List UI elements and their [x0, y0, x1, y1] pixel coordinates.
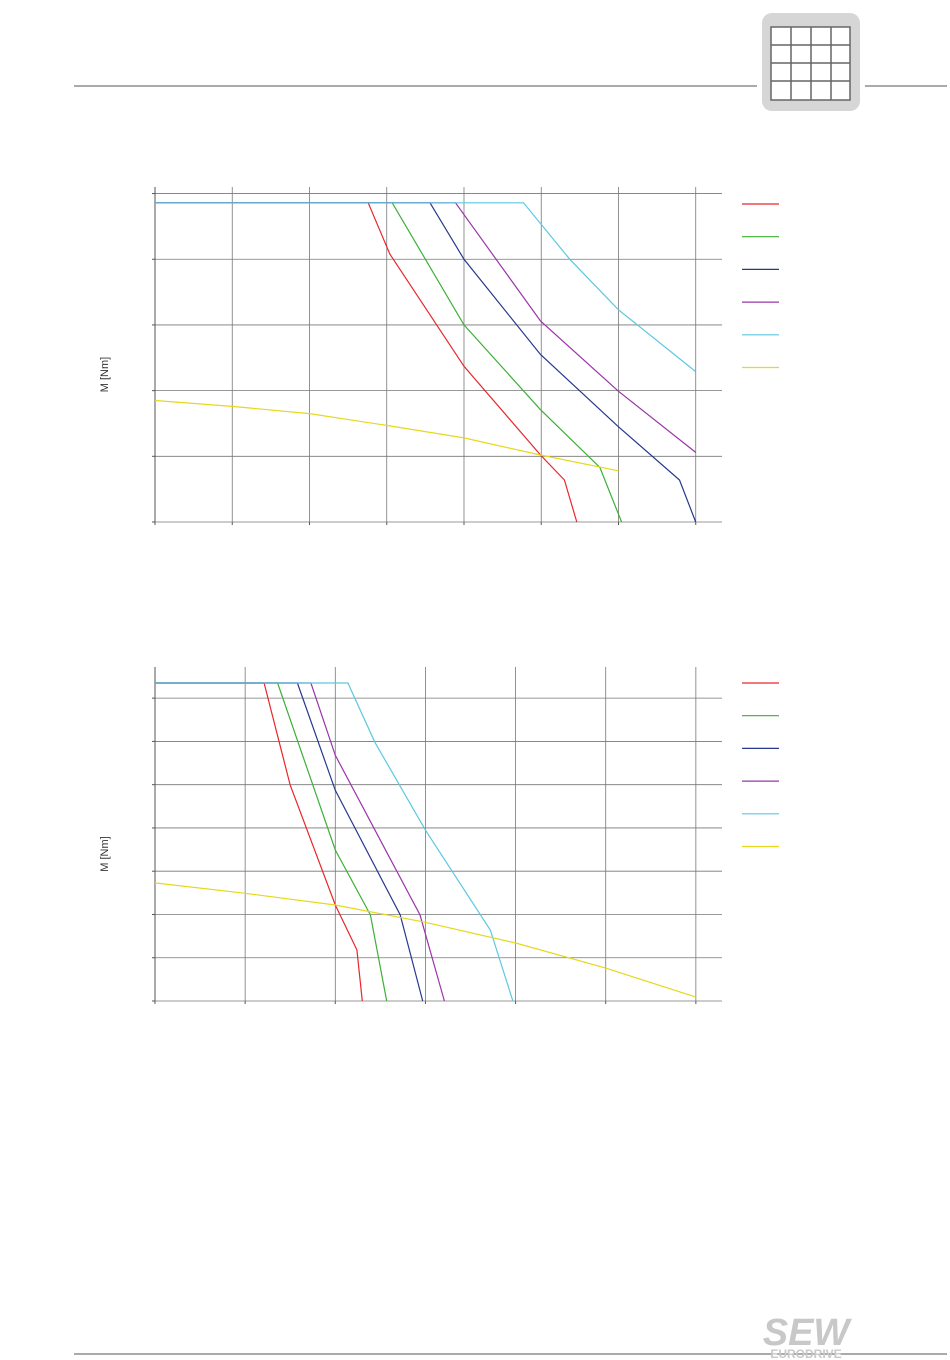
- logo-sub: EURODRIVE: [770, 1347, 841, 1360]
- curve: [155, 682, 514, 1002]
- curve: [155, 202, 697, 453]
- logo: SEW: [763, 1312, 853, 1354]
- y-axis-label: M [Nm]: [99, 357, 111, 392]
- curve: [154, 882, 697, 998]
- curve: [155, 202, 697, 523]
- curve: [155, 682, 388, 1002]
- y-axis-label: M [Nm]: [99, 836, 111, 871]
- curve: [155, 202, 697, 373]
- curve: [155, 682, 363, 1002]
- curve: [154, 399, 619, 472]
- curve: [155, 202, 578, 523]
- chapter-icon: [762, 13, 860, 111]
- curve: [155, 682, 424, 1002]
- curve: [155, 682, 445, 1002]
